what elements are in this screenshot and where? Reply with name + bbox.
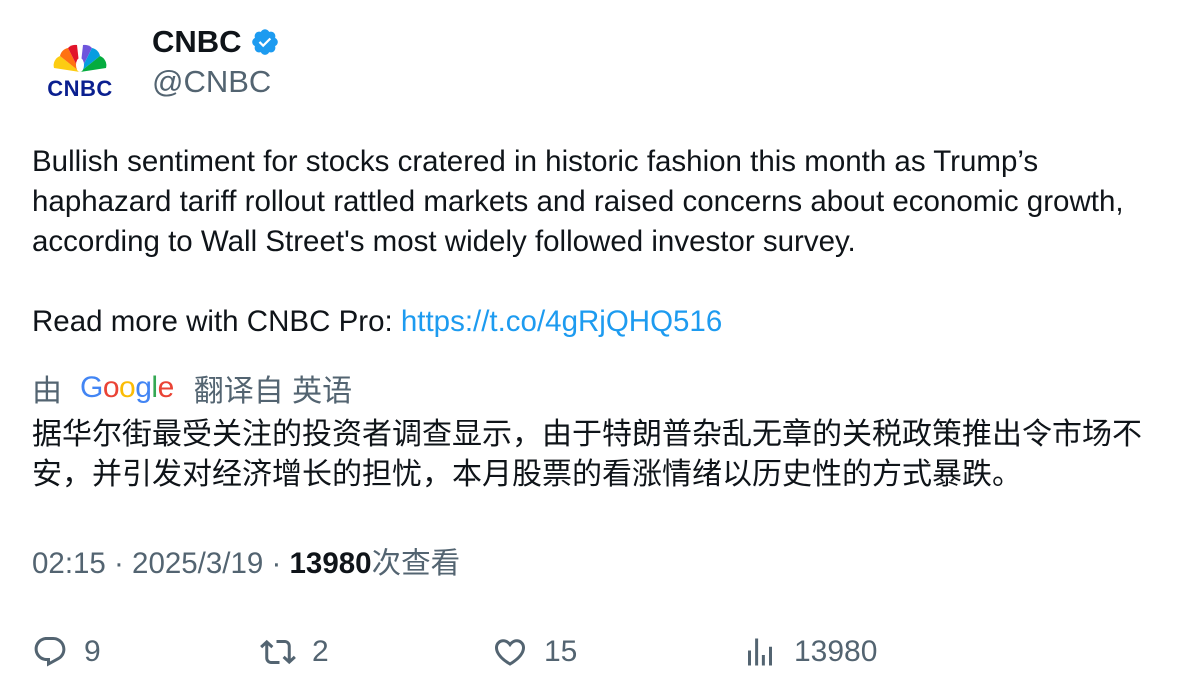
- tweet-date[interactable]: 2025/3/19: [132, 547, 264, 580]
- cnbc-peacock-logo-icon: CNBC: [47, 44, 113, 101]
- tweet-text: Bullish sentiment for stocks cratered in…: [32, 142, 1162, 342]
- like-count: 15: [544, 635, 578, 668]
- retweet-button[interactable]: 2: [260, 630, 329, 674]
- reply-count: 9: [84, 635, 101, 668]
- verified-badge-icon[interactable]: [250, 27, 280, 57]
- analytics-bar-icon: [748, 638, 772, 666]
- reply-icon: [34, 637, 66, 667]
- translated-text: 据华尔街最受关注的投资者调查显示，由于特朗普杂乱无章的关税政策推出令市场不安，并…: [32, 417, 1142, 492]
- views-count: 13980: [289, 547, 372, 580]
- views-action-count: 13980: [794, 635, 878, 668]
- reply-button[interactable]: 9: [32, 630, 101, 674]
- views-button[interactable]: 13980: [742, 630, 877, 674]
- tweet-meta: 02:15 · 2025/3/19 · 13980次查看: [32, 544, 460, 584]
- retweet-icon: [260, 639, 296, 665]
- tweet-link[interactable]: https://t.co/4gRjQHQ516: [400, 305, 723, 338]
- action-bar: 9 2 15 13980: [32, 630, 1162, 674]
- tweet-time[interactable]: 02:15: [32, 547, 106, 580]
- meta-separator: ·: [105, 547, 133, 580]
- heart-icon: [494, 639, 526, 666]
- translation-attribution: 由 Google 翻译自 英语: [32, 366, 352, 410]
- retweet-count: 2: [312, 635, 329, 668]
- translated-by-label: 由: [32, 375, 62, 408]
- author-handle[interactable]: @CNBC: [152, 64, 272, 99]
- author-name-row: CNBC: [152, 22, 280, 62]
- views-label: 次查看: [371, 547, 461, 580]
- translated-from-label: 翻译自 英语: [193, 375, 353, 408]
- author-name[interactable]: CNBC: [152, 24, 242, 59]
- avatar[interactable]: CNBC: [32, 24, 128, 120]
- google-logo-icon: Google: [80, 371, 174, 404]
- avatar-wordmark: CNBC: [47, 76, 113, 101]
- read-more-prefix: Read more with CNBC Pro:: [32, 305, 401, 338]
- read-more-line: Read more with CNBC Pro: https://t.co/4g…: [32, 302, 1162, 342]
- like-button[interactable]: 15: [492, 630, 577, 674]
- tweet-body: Bullish sentiment for stocks cratered in…: [32, 145, 1124, 258]
- meta-separator: ·: [263, 547, 290, 580]
